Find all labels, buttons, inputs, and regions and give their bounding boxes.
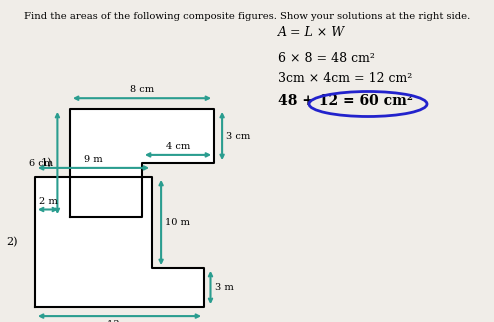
Text: 9 m: 9 m [84, 155, 103, 164]
Text: 13 m: 13 m [107, 320, 132, 322]
Text: 4 cm: 4 cm [166, 142, 190, 151]
Text: 3cm × 4cm = 12 cm²: 3cm × 4cm = 12 cm² [278, 72, 412, 85]
Text: Find the areas of the following composite figures. Show your solutions at the ri: Find the areas of the following composit… [24, 12, 470, 21]
Text: 1): 1) [41, 158, 52, 168]
Text: 48 + 12 = 60 cm²: 48 + 12 = 60 cm² [278, 94, 413, 108]
Text: 6 × 8 = 48 cm²: 6 × 8 = 48 cm² [278, 52, 375, 65]
Text: 10 m: 10 m [165, 218, 190, 227]
Polygon shape [70, 109, 214, 217]
Text: 2): 2) [6, 237, 18, 247]
Text: 3 m: 3 m [214, 283, 233, 292]
Text: A = L × W: A = L × W [278, 26, 345, 39]
Polygon shape [35, 177, 204, 307]
Text: 2 m: 2 m [39, 196, 57, 205]
Text: 6 cm: 6 cm [29, 158, 53, 167]
Text: 8 cm: 8 cm [130, 85, 154, 94]
Text: 3 cm: 3 cm [226, 131, 250, 140]
